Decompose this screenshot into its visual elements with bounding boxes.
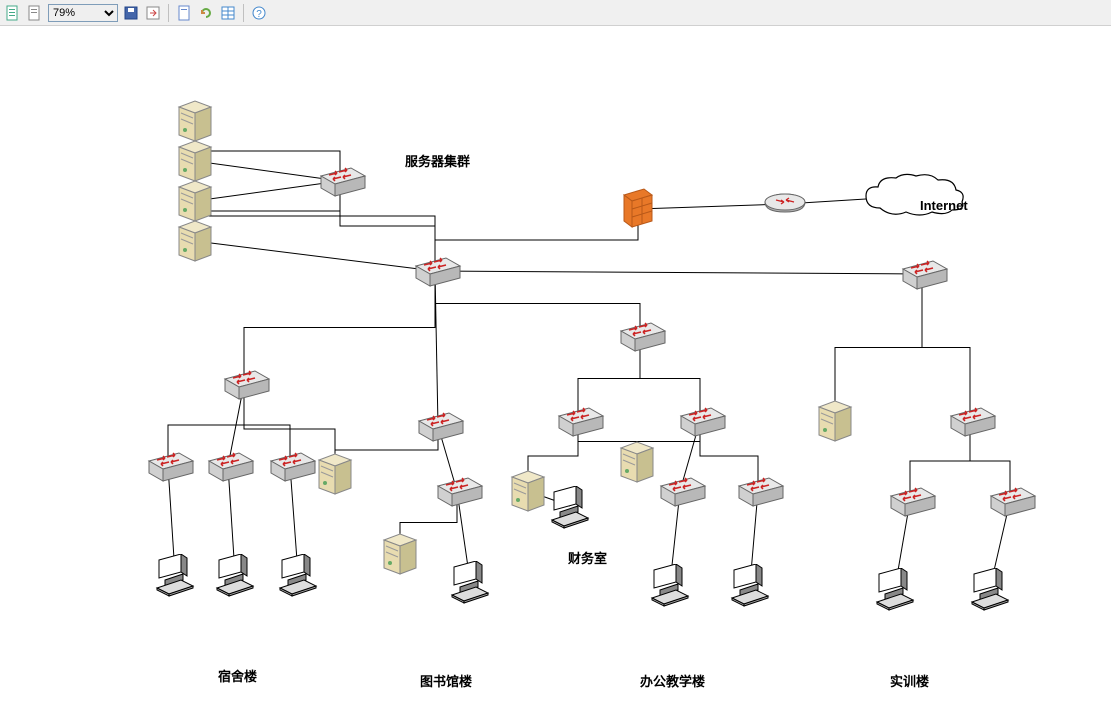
switch-node[interactable] <box>201 451 255 492</box>
pc-node[interactable] <box>276 554 322 603</box>
svg-text:?: ? <box>256 9 262 20</box>
switch-node[interactable] <box>411 411 465 452</box>
switch-node[interactable] <box>983 486 1037 527</box>
switch-node[interactable] <box>408 256 462 297</box>
switch-node[interactable] <box>653 476 707 517</box>
firewall-node[interactable] <box>620 187 656 236</box>
switch-node[interactable] <box>895 259 949 300</box>
router-node[interactable] <box>762 190 808 225</box>
server-node[interactable] <box>617 438 657 491</box>
zoom-select[interactable]: 79% <box>48 4 118 22</box>
switch-node[interactable] <box>943 406 997 447</box>
server-node[interactable] <box>380 530 420 583</box>
diagram-canvas: 服务器集群 Internet 宿舍楼 图书馆楼 办公教学楼 财务室实训楼 <box>0 26 1111 722</box>
toolbar-separator <box>168 4 169 22</box>
pc-node[interactable] <box>213 554 259 603</box>
save-icon[interactable] <box>122 4 140 22</box>
pc-node[interactable] <box>968 568 1014 617</box>
switch-node[interactable] <box>731 476 785 517</box>
server_cluster-label: 服务器集群 <box>405 151 470 170</box>
internet-label: Internet <box>920 198 968 213</box>
export-icon[interactable] <box>144 4 162 22</box>
switch-node[interactable] <box>673 406 727 447</box>
server-node[interactable] <box>815 397 855 450</box>
switch-node[interactable] <box>313 166 367 207</box>
pc-node[interactable] <box>728 564 774 613</box>
refresh-icon[interactable] <box>197 4 215 22</box>
switch-node[interactable] <box>430 476 484 517</box>
toolbar: 79% ? <box>0 0 1111 26</box>
pc-node[interactable] <box>873 568 919 617</box>
office_teaching-label: 办公教学楼 <box>640 671 705 690</box>
finance-label: 财务室 <box>568 548 607 567</box>
server-node[interactable] <box>508 467 548 520</box>
help-icon[interactable]: ? <box>250 4 268 22</box>
pc-node[interactable] <box>448 561 494 610</box>
network-edges <box>0 26 1111 722</box>
doc-icon[interactable] <box>26 4 44 22</box>
dormitory-label: 宿舍楼 <box>218 666 257 685</box>
pc-node[interactable] <box>153 554 199 603</box>
switch-node[interactable] <box>141 451 195 492</box>
toolbar-separator <box>243 4 244 22</box>
switch-node[interactable] <box>883 486 937 527</box>
table-icon[interactable] <box>219 4 237 22</box>
doc-green-icon[interactable] <box>4 4 22 22</box>
server-node[interactable] <box>315 450 355 503</box>
server-node[interactable] <box>175 217 215 270</box>
pc-node[interactable] <box>648 564 694 613</box>
page-icon[interactable] <box>175 4 193 22</box>
switch-node[interactable] <box>263 451 317 492</box>
library-label: 图书馆楼 <box>420 671 472 690</box>
training-label: 实训楼 <box>890 671 929 690</box>
pc-node[interactable] <box>548 486 594 535</box>
switch-node[interactable] <box>613 321 667 362</box>
switch-node[interactable] <box>551 406 605 447</box>
switch-node[interactable] <box>217 369 271 410</box>
